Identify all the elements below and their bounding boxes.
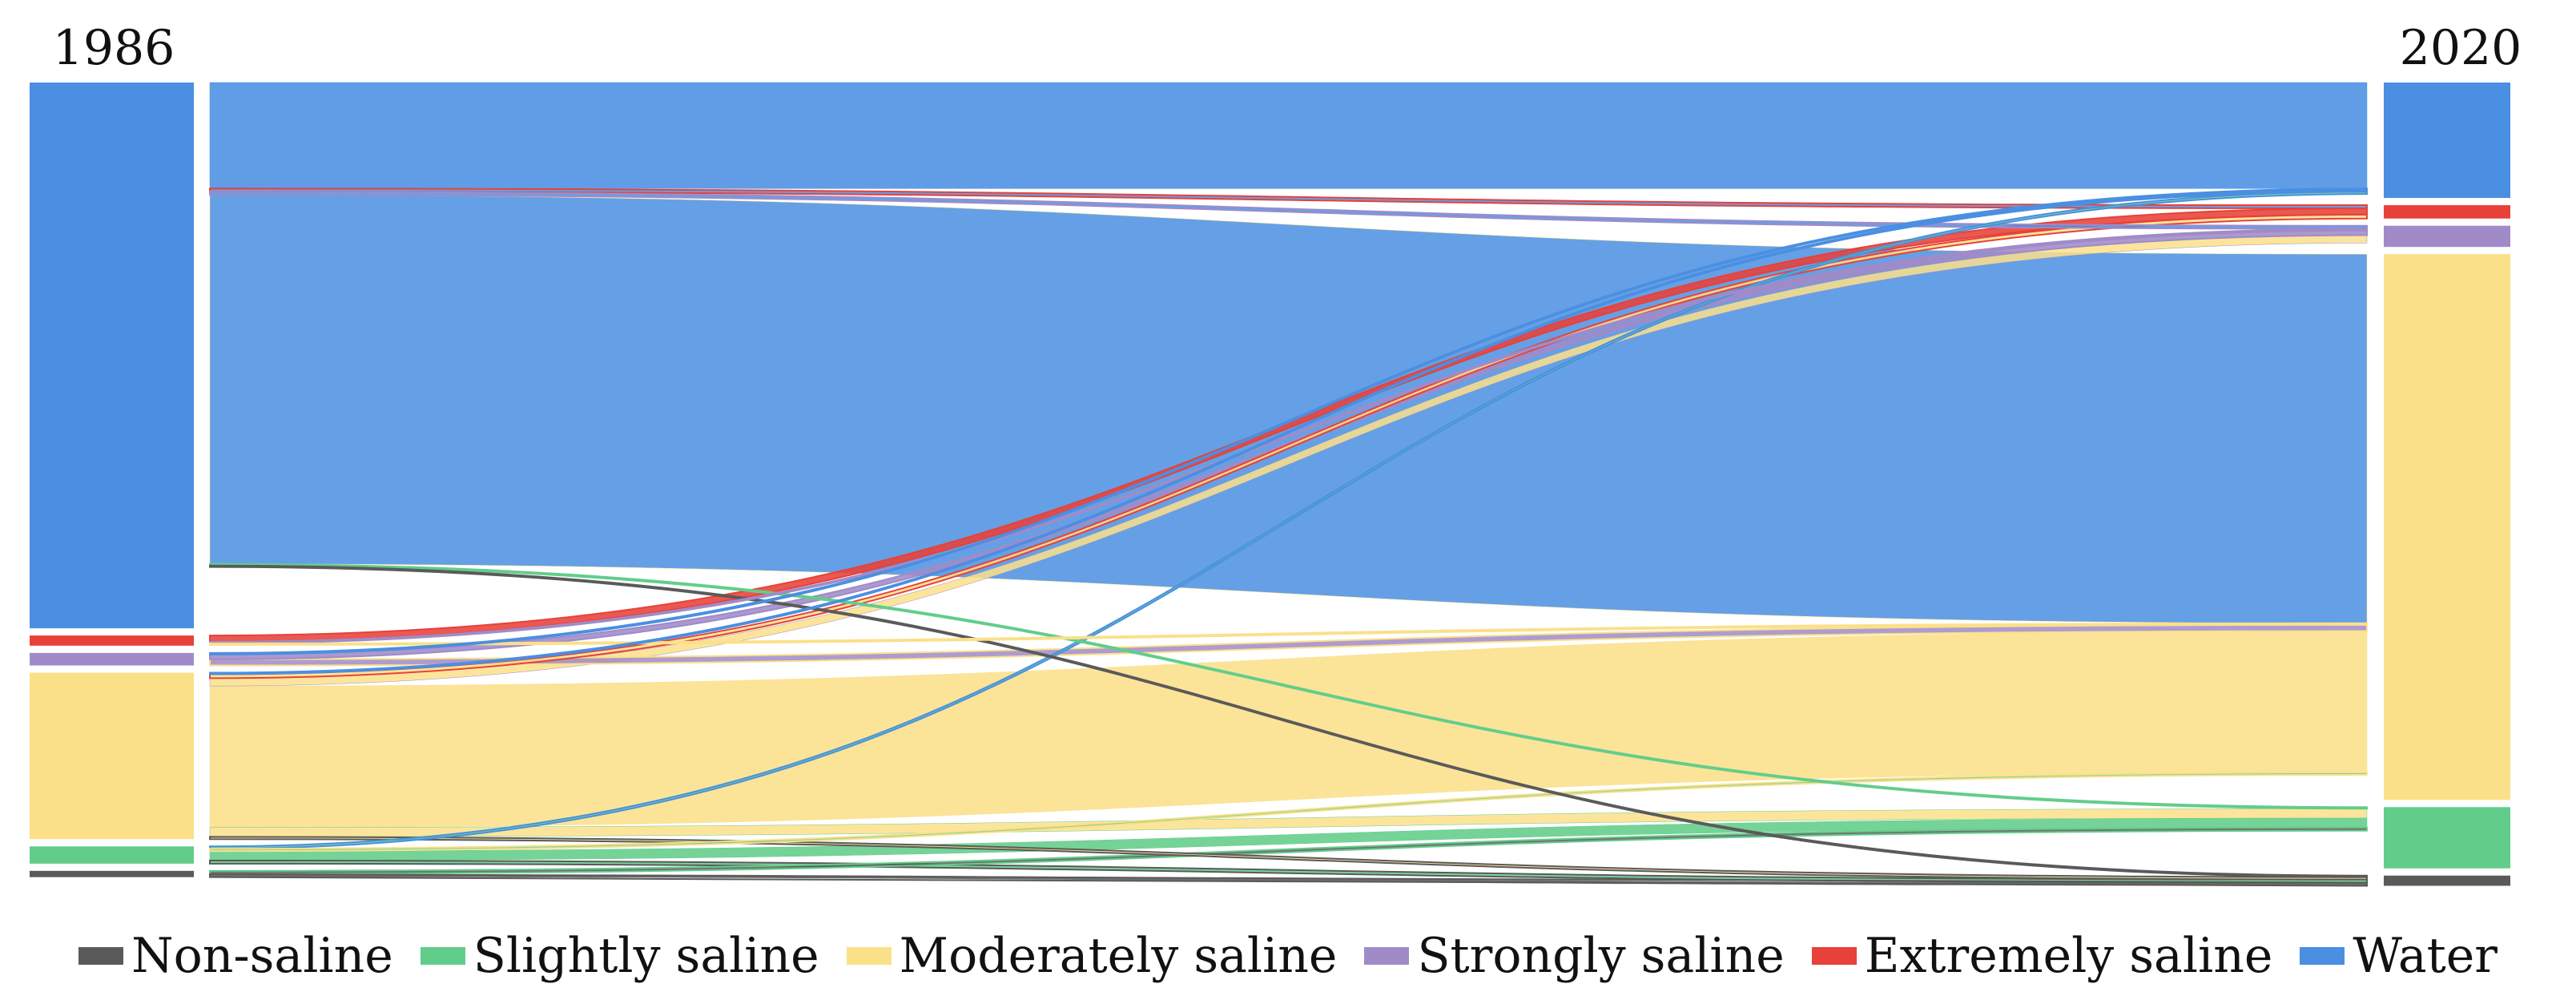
flow-moderately-saline-to-water — [209, 189, 2368, 675]
legend-swatch — [1811, 947, 1857, 965]
legend-label: Slightly saline — [473, 928, 819, 984]
flow-strongly-saline-to-moderately-saline — [209, 623, 2368, 667]
legend-label: Strongly saline — [1417, 928, 1785, 984]
node-1986-extremely-saline — [30, 635, 194, 646]
legend-item-strongly-saline: Strongly saline — [1364, 928, 1785, 984]
node-2020-non-saline — [2384, 875, 2510, 886]
node-1986-moderately-saline — [30, 672, 194, 840]
flow-moderately-saline-to-non-saline — [209, 836, 2368, 881]
legend-swatch — [1364, 947, 1410, 965]
legend-item-water: Water — [2300, 928, 2498, 984]
node-1986-non-saline — [30, 870, 194, 877]
node-2020-extremely-saline — [2384, 205, 2510, 219]
node-2020-strongly-saline — [2384, 225, 2510, 248]
legend-item-extremely-saline: Extremely saline — [1811, 928, 2273, 984]
legend-item-non-saline: Non-saline — [78, 928, 393, 984]
legend-swatch — [78, 947, 124, 965]
node-1986-slightly-saline — [30, 846, 194, 864]
legend-item-slightly-saline: Slightly saline — [420, 928, 819, 984]
legend-label: Extremely saline — [1864, 928, 2273, 984]
flow-extremely-saline-to-moderately-saline — [209, 622, 2368, 646]
legend-label: Moderately saline — [899, 928, 1338, 984]
node-2020-slightly-saline — [2384, 807, 2510, 869]
nodes-1986 — [30, 83, 194, 877]
flow-moderately-saline-to-extremely-saline — [209, 213, 2368, 679]
legend: Non-saline Slightly saline Moderately sali… — [0, 912, 2576, 1000]
flow-water-to-extremely-saline — [209, 188, 2368, 209]
flow-water-to-slightly-saline — [209, 562, 2368, 810]
flow-moderately-saline-to-strongly-saline — [209, 235, 2368, 687]
nodes-2020 — [2384, 83, 2510, 886]
flow-slightly-saline-to-water — [209, 191, 2368, 850]
legend-label: Non-saline — [131, 928, 393, 984]
flow-water-to-moderately-saline — [209, 194, 2368, 624]
legend-swatch — [846, 947, 892, 965]
node-1986-strongly-saline — [30, 652, 194, 666]
flow-water-to-water — [209, 82, 2368, 189]
flow-non-saline-to-slightly-saline — [209, 826, 2368, 875]
legend-item-moderately-saline: Moderately saline — [846, 928, 1338, 984]
legend-swatch — [420, 947, 465, 965]
source-year-label: 1986 — [53, 20, 175, 76]
flow-slightly-saline-to-moderately-saline — [209, 771, 2368, 853]
node-2020-moderately-saline — [2384, 254, 2510, 800]
legend-swatch — [2300, 947, 2345, 965]
node-1986-water — [30, 83, 194, 629]
node-2020-water — [2384, 83, 2510, 199]
target-year-label: 2020 — [2400, 20, 2522, 76]
legend-label: Water — [2353, 928, 2498, 984]
sankey-flows — [209, 82, 2368, 887]
